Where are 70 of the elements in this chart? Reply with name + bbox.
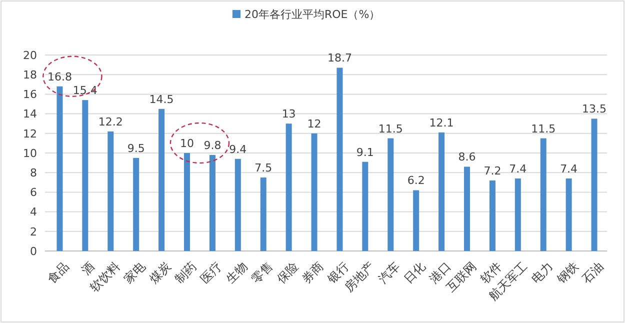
bar — [489, 180, 496, 251]
data-label: 12 — [307, 117, 322, 130]
x-tick-label: 电力 — [528, 259, 556, 286]
x-tick-label: 煤炭 — [146, 259, 174, 286]
data-label: 9.4 — [229, 142, 247, 156]
legend-label: 20年各行业平均ROE（%） — [244, 8, 380, 21]
bar — [108, 131, 114, 251]
data-label: 10 — [180, 137, 194, 150]
bar — [464, 166, 470, 251]
bar — [413, 190, 420, 251]
data-label: 6.2 — [407, 174, 425, 188]
data-label: 7.4 — [509, 162, 527, 176]
y-tick-label: 4 — [30, 206, 37, 219]
bar — [286, 124, 292, 251]
data-label: 13.5 — [582, 102, 607, 116]
x-tick-label: 钢铁 — [553, 259, 581, 287]
x-tick-label: 零售 — [248, 259, 276, 286]
bar — [234, 158, 241, 251]
bar — [388, 138, 394, 251]
x-tick-label: 食品 — [44, 259, 72, 286]
x-tick-label: 保险 — [274, 259, 301, 286]
data-label: 14.5 — [149, 92, 174, 106]
y-tick-label: 20 — [23, 48, 37, 62]
data-label: 11.5 — [531, 122, 556, 136]
x-tick-label: 家电 — [121, 259, 148, 286]
x-tick-label: 制药 — [172, 259, 200, 286]
bar — [514, 178, 521, 251]
data-label: 9.8 — [204, 138, 222, 152]
bar — [184, 153, 190, 251]
data-label: 16.8 — [47, 70, 72, 84]
bar — [566, 178, 572, 251]
y-tick-label: 14 — [23, 108, 37, 121]
x-tick-label: 医疗 — [198, 259, 225, 286]
bar — [209, 154, 216, 251]
data-label: 13 — [282, 108, 296, 121]
x-tick-label: 酒 — [78, 259, 98, 278]
bar — [311, 133, 318, 251]
y-tick-label: 16 — [23, 88, 37, 102]
data-label: 12.2 — [98, 115, 123, 128]
x-tick-label: 生物 — [223, 259, 250, 286]
data-label: 7.4 — [560, 162, 578, 176]
y-tick-label: 12 — [23, 127, 37, 140]
data-label: 9.1 — [356, 146, 374, 159]
data-label: 18.7 — [327, 52, 352, 65]
x-tick-label: 券商 — [299, 259, 326, 286]
y-tick-label: 0 — [30, 244, 37, 258]
bar — [56, 86, 63, 251]
data-label: 7.5 — [254, 162, 272, 174]
data-label: 8.6 — [458, 150, 476, 164]
data-label: 9.5 — [127, 142, 145, 155]
bar — [438, 132, 445, 251]
x-tick-label: 石油 — [579, 259, 606, 286]
y-tick-label: 10 — [23, 146, 37, 160]
bar — [591, 118, 598, 251]
y-tick-label: 8 — [30, 166, 37, 180]
data-label: 11.5 — [378, 122, 403, 136]
bar — [336, 68, 343, 251]
bar — [540, 138, 546, 251]
bar — [82, 100, 88, 251]
data-label: 12.1 — [429, 116, 454, 130]
bar — [362, 162, 368, 251]
y-tick-label: 6 — [30, 186, 37, 200]
x-tick-label: 汽车 — [376, 259, 403, 286]
bar — [133, 158, 140, 251]
bar — [260, 178, 266, 251]
data-label: 7.2 — [484, 164, 502, 178]
y-tick-label: 18 — [23, 68, 37, 82]
bar — [158, 108, 165, 251]
y-tick-label: 2 — [30, 225, 37, 238]
x-tick-label: 日化 — [401, 259, 428, 286]
